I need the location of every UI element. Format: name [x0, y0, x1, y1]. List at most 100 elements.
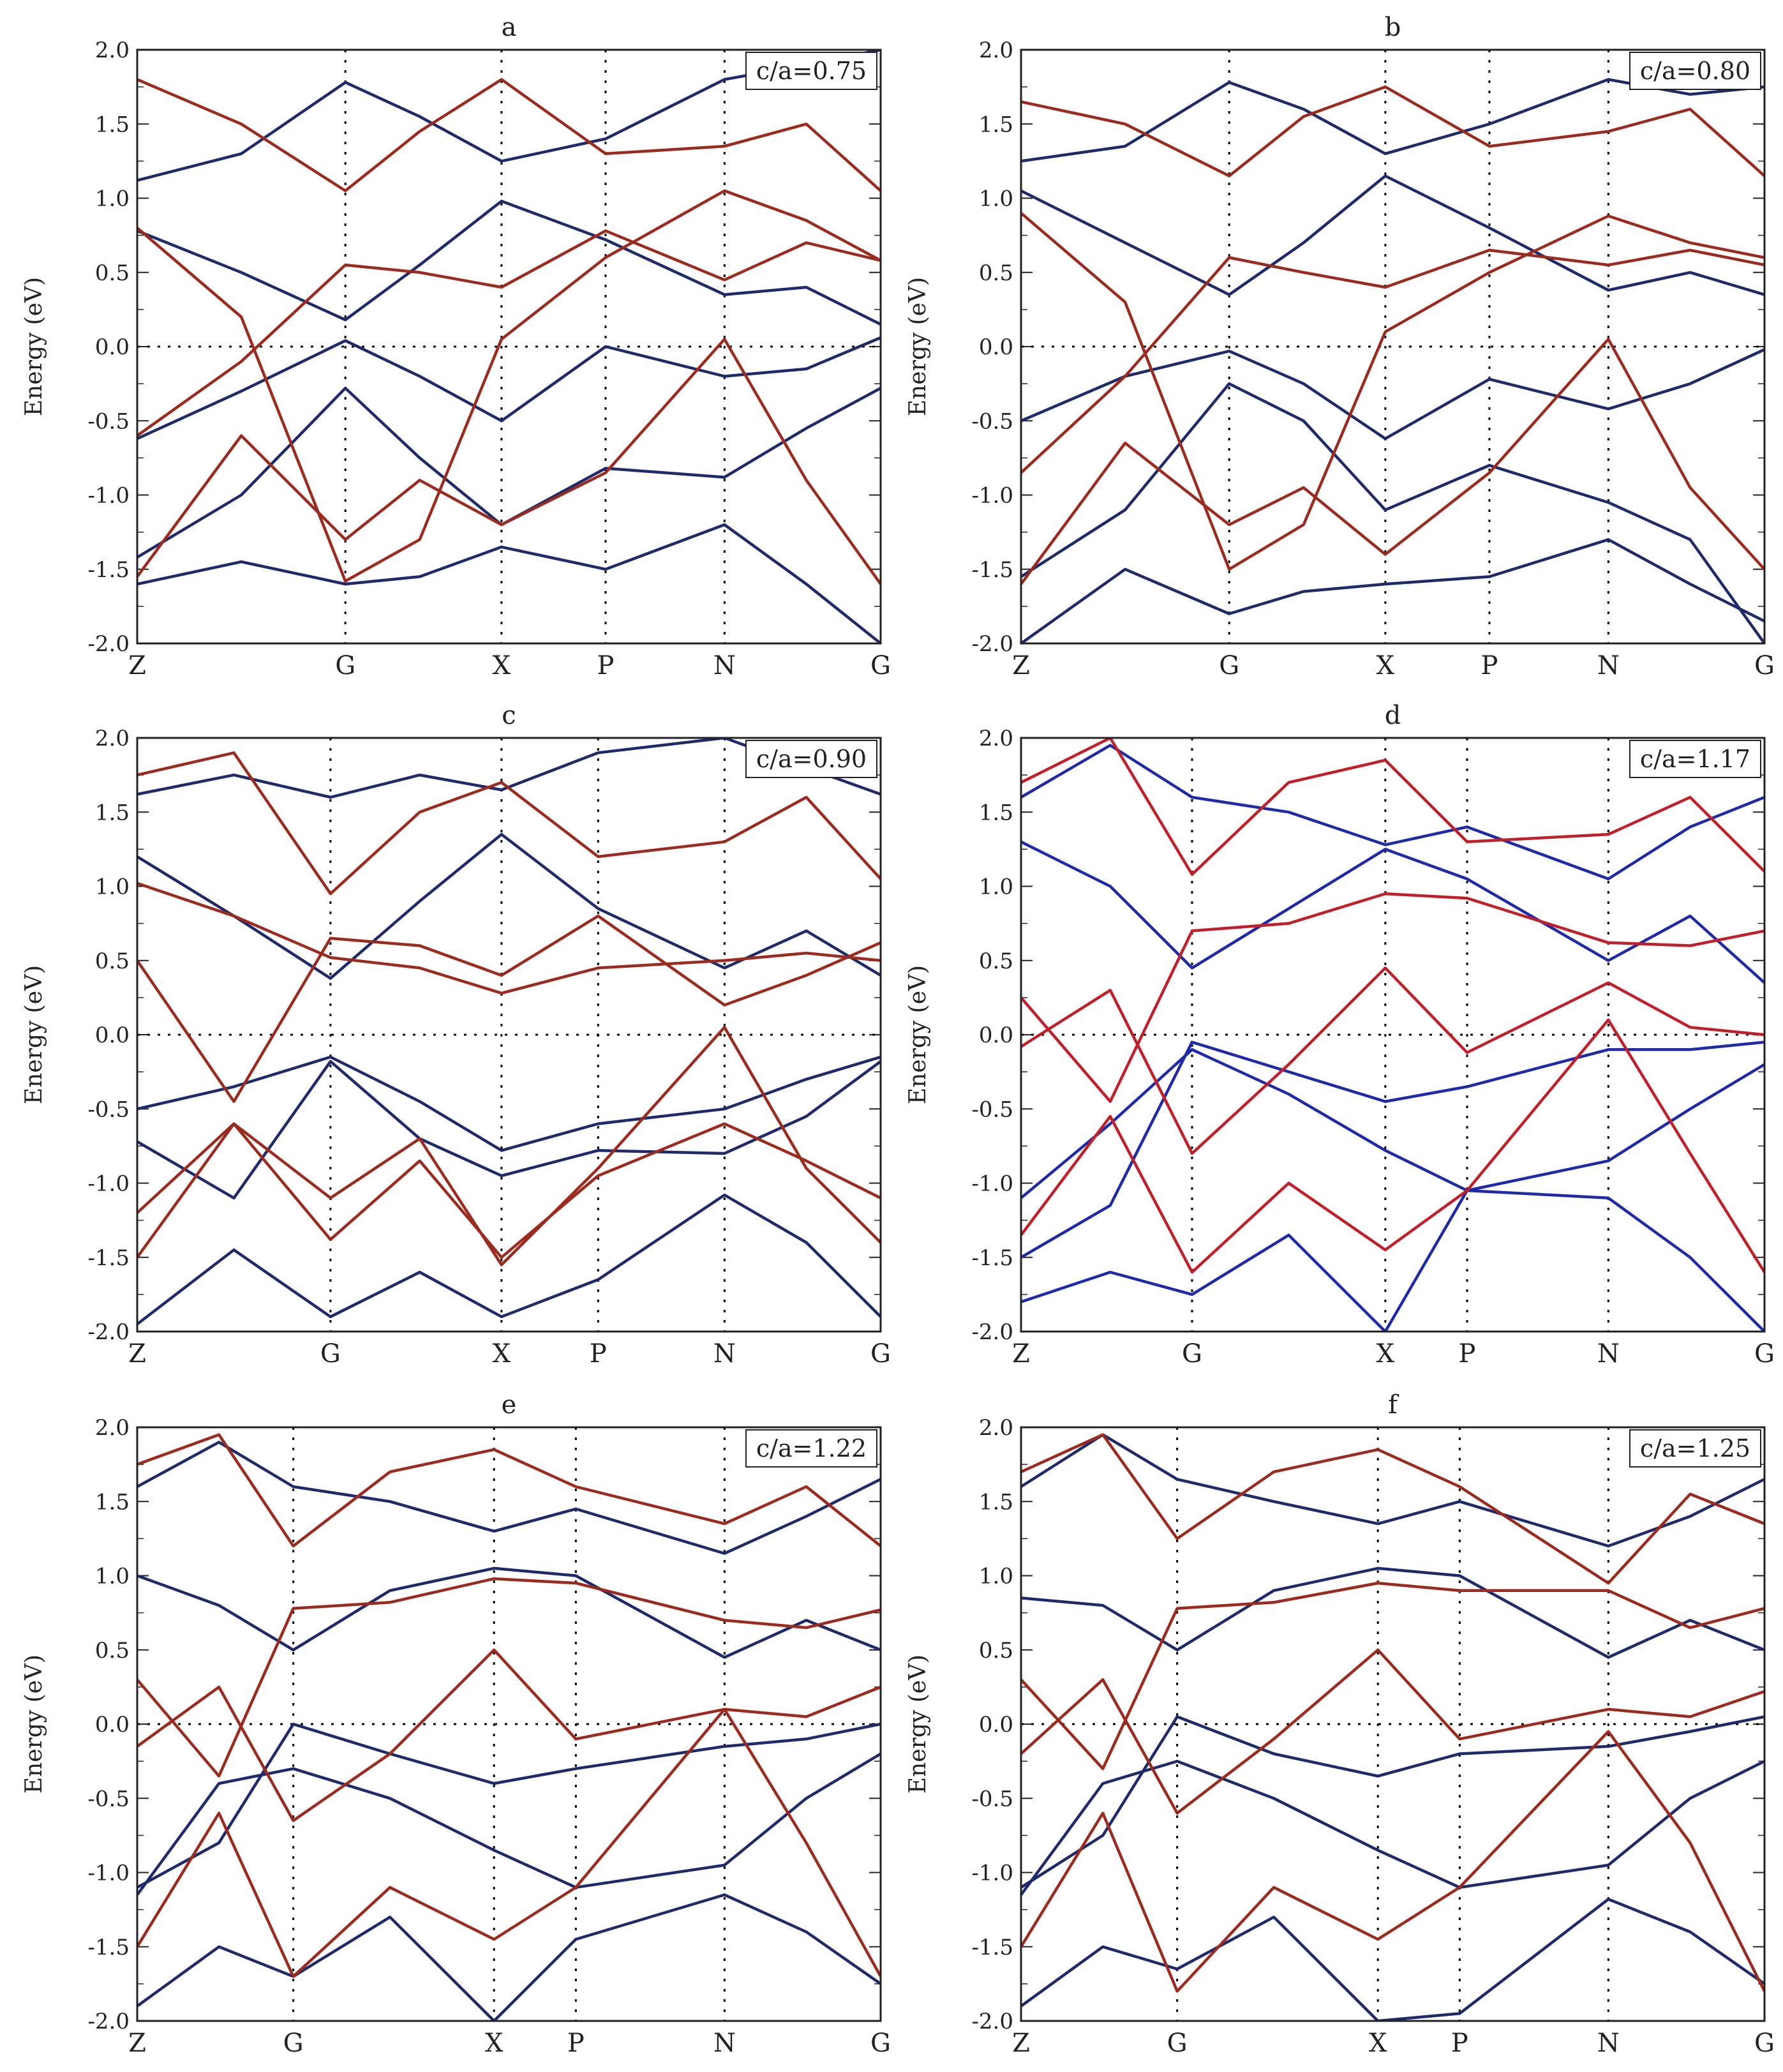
bands-group	[137, 50, 881, 643]
y-tick-label: -0.5	[971, 1097, 1013, 1122]
kpoint-label: Z	[1012, 2029, 1030, 2058]
kpoint-label: G	[1182, 1339, 1202, 1369]
band-line-down	[137, 189, 881, 583]
band-line-up	[137, 336, 881, 440]
y-tick-label: 2.0	[95, 1415, 130, 1441]
y-tick-label: -1.5	[87, 1245, 130, 1271]
ratio-annotation-box	[1629, 740, 1761, 778]
y-tick-label: 0.0	[979, 1023, 1013, 1048]
y-tick-label: -2.0	[87, 1319, 130, 1345]
ratio-annotation-box	[745, 1429, 877, 1468]
y-tick-label: -0.5	[87, 1097, 130, 1122]
band-line-down	[1021, 212, 1764, 571]
band-line-down	[137, 1708, 881, 1978]
band-line-down	[1021, 1648, 1764, 1815]
kpoint-label: X	[1369, 2029, 1387, 2058]
panel-b: b Energy (eV) -2.0 -1.5 -1.0 -0.5 0.0 0.5 1.0 1.5…	[905, 13, 1775, 680]
panel-title: b	[1385, 13, 1401, 42]
y-tick-label: 0.0	[95, 1023, 130, 1048]
panel-title: f	[1388, 1390, 1399, 1420]
y-tick-label: -1.0	[87, 1171, 130, 1197]
band-line-down	[1021, 738, 1764, 876]
kpoint-label: Z	[128, 1339, 146, 1369]
band-line-up	[1021, 1715, 1764, 1889]
ratio-annotation-box	[1629, 52, 1761, 90]
kpoint-label: G	[870, 1339, 891, 1369]
bands-group	[1021, 738, 1764, 1332]
y-tick-label: 0.5	[95, 1638, 130, 1663]
ratio-annotation-box	[1629, 1429, 1761, 1468]
y-tick-label: -1.5	[87, 557, 130, 583]
band-line-up	[1021, 538, 1764, 643]
y-tick-label: 1.0	[95, 875, 130, 900]
band-line-down	[1021, 966, 1764, 1155]
y-tick-label: -2.0	[971, 1319, 1013, 1345]
band-line-up	[137, 832, 881, 980]
band-line-down	[1021, 248, 1764, 474]
kpoint-label: X	[493, 651, 511, 680]
kpoint-label: N	[713, 2029, 736, 2058]
y-tick-label: -0.5	[971, 1786, 1013, 1812]
y-tick-label: -0.5	[87, 409, 130, 434]
y-axis-label: Energy (eV)	[21, 965, 47, 1104]
bands-group	[137, 1433, 881, 2021]
kpoint-label: G	[870, 2029, 891, 2058]
ratio-annotation: c/a=1.25	[1640, 1434, 1750, 1462]
y-tick-label: 0.5	[979, 949, 1013, 974]
band-line-down	[137, 1122, 881, 1259]
kpoint-label: G	[1167, 2029, 1188, 2058]
kpoint-label: P	[1459, 1339, 1476, 1369]
kpoint-label: G	[320, 1339, 341, 1369]
kpoint-label: N	[1597, 1339, 1620, 1369]
band-line-up	[1021, 744, 1764, 881]
y-tick-label: 2.0	[979, 1415, 1013, 1441]
kpoint-label: G	[1219, 651, 1239, 680]
band-line-up	[1021, 174, 1764, 296]
kpoint-label: X	[1376, 651, 1395, 680]
band-line-down	[137, 914, 881, 1103]
panel-title: a	[502, 13, 517, 42]
axes-frame	[136, 49, 882, 645]
band-line-up	[137, 1893, 881, 2021]
kpoint-label: P	[597, 651, 614, 680]
y-axis-label: Energy (eV)	[21, 277, 47, 416]
band-line-down	[137, 1026, 881, 1266]
y-tick-label: 1.5	[979, 800, 1013, 825]
bands-group	[1021, 1433, 1764, 2021]
kpoint-label: N	[1597, 651, 1620, 680]
band-line-up	[1021, 1040, 1764, 1259]
ratio-annotation-box	[745, 52, 877, 90]
kpoint-label: P	[1481, 651, 1498, 680]
band-line-down	[1021, 1581, 1764, 1771]
y-tick-label: -1.5	[971, 1935, 1013, 1960]
axes-frame	[136, 737, 882, 1333]
kpoint-label: P	[567, 2029, 585, 2058]
band-line-up	[137, 199, 881, 326]
kpoint-label: N	[713, 651, 736, 680]
axes-frame	[1020, 49, 1766, 645]
y-tick-label: 0.5	[979, 260, 1013, 286]
y-tick-label: -1.0	[87, 1861, 130, 1886]
y-tick-label: 0.0	[95, 334, 130, 360]
bands-group	[137, 738, 881, 1326]
band-line-down	[1021, 1018, 1764, 1274]
kpoint-label: N	[1597, 2029, 1620, 2058]
band-line-down	[1021, 85, 1764, 177]
y-tick-label: -1.5	[87, 1935, 130, 1960]
band-line-up	[1021, 1433, 1764, 1548]
y-tick-label: 0.5	[95, 260, 130, 286]
kpoint-label: X	[485, 2029, 504, 2058]
axes-frame	[136, 1426, 882, 2022]
y-tick-label: 2.0	[979, 726, 1013, 751]
band-line-up	[1021, 1898, 1764, 2021]
kpoint-label: Z	[128, 2029, 146, 2058]
y-tick-label: -2.0	[971, 631, 1013, 657]
kpoint-label: Z	[1012, 1339, 1030, 1369]
y-tick-label: -1.0	[971, 1861, 1013, 1886]
y-tick-label: 1.5	[979, 112, 1013, 137]
panel-e: e Energy (eV) -2.0 -1.5 -1.0 -0.5 0.0 0.5 1.0 1.5…	[21, 1390, 891, 2058]
panel-d: d Energy (eV) -2.0 -1.5 -1.0 -0.5 0.0 0.5 1.0 1.5…	[905, 701, 1775, 1369]
y-tick-label: -1.0	[971, 1171, 1013, 1197]
y-tick-label: -2.0	[87, 2009, 130, 2034]
panel-c: c Energy (eV) -2.0 -1.5 -1.0 -0.5 0.0 0.5 1.0 1.5…	[21, 701, 891, 1369]
